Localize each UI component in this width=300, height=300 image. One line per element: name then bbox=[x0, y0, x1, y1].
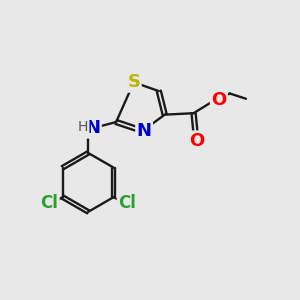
Text: Cl: Cl bbox=[40, 194, 58, 212]
Text: N: N bbox=[85, 119, 100, 137]
Text: N: N bbox=[136, 122, 152, 140]
Text: H: H bbox=[78, 120, 88, 134]
Text: S: S bbox=[127, 73, 140, 91]
Text: O: O bbox=[211, 91, 226, 109]
Text: O: O bbox=[189, 132, 204, 150]
Text: Cl: Cl bbox=[118, 194, 136, 212]
